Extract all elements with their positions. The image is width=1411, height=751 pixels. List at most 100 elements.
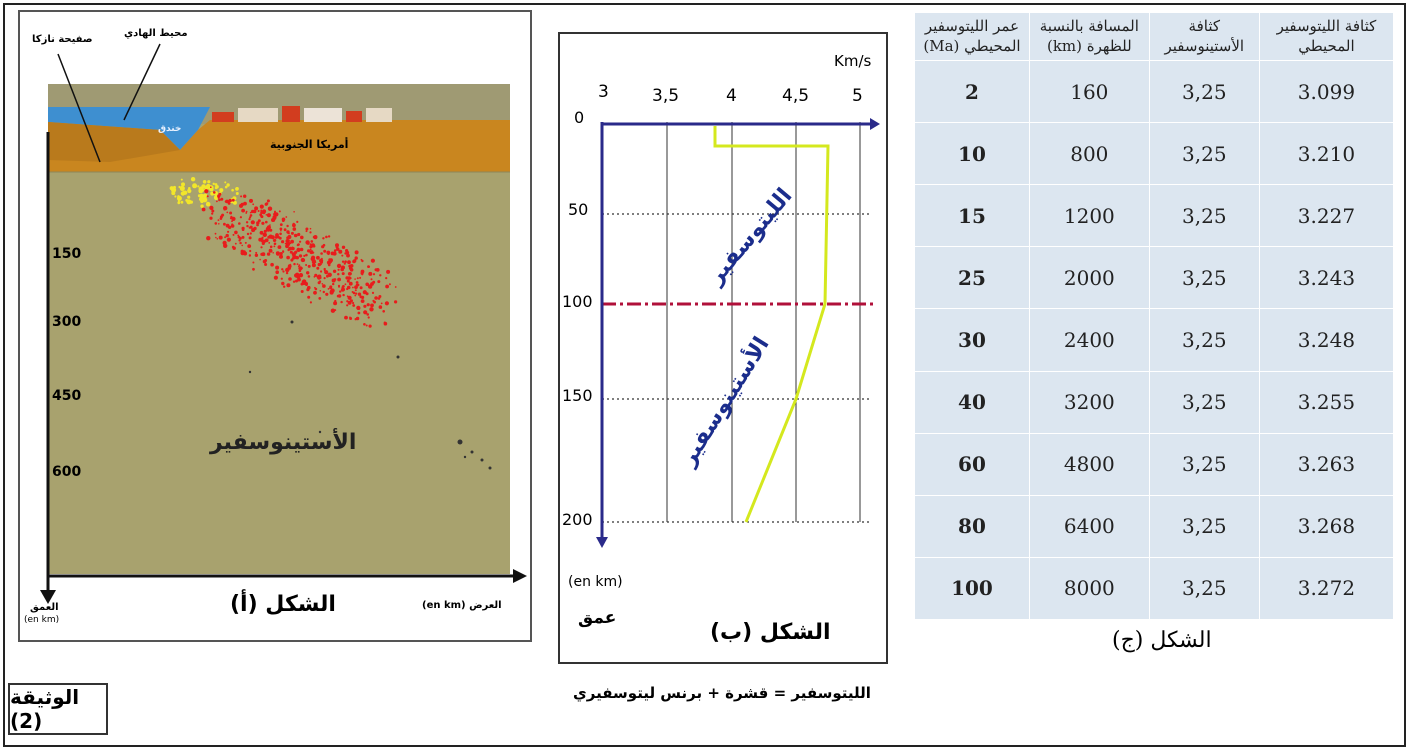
earthquake-focus-deep bbox=[274, 236, 278, 239]
earthquake-focus-deep bbox=[321, 257, 323, 260]
earthquake-focus-deep bbox=[244, 241, 247, 244]
table-header-row: عمر الليتوسفير المحيطي (Ma) المسافة بالن… bbox=[914, 12, 1395, 61]
earthquake-focus-deep bbox=[379, 274, 382, 277]
earthquake-focus-deep bbox=[370, 303, 374, 308]
earthquake-focus-deep bbox=[281, 217, 286, 222]
earthquake-focus-deep bbox=[253, 226, 257, 231]
earthquake-focus-deep bbox=[254, 253, 259, 257]
deep-earthquake-foci bbox=[201, 186, 398, 328]
earthquake-focus-deep bbox=[283, 228, 287, 232]
earthquake-focus-deep bbox=[261, 221, 265, 225]
earthquake-focus-deep bbox=[266, 228, 270, 232]
velocity-tick-4: 4 bbox=[726, 86, 737, 106]
earthquake-focus-deep bbox=[243, 251, 248, 256]
earthquake-focus-deep bbox=[247, 244, 252, 249]
earthquake-focus-deep bbox=[342, 293, 345, 297]
cell-asthenosphere-density: 3,25 bbox=[1148, 59, 1260, 124]
earthquake-focus-deep bbox=[218, 235, 223, 240]
cell-asthenosphere-density: 3,25 bbox=[1148, 184, 1260, 248]
earthquake-focus-deep bbox=[245, 212, 248, 214]
earthquake-focus-deep bbox=[214, 222, 218, 225]
cell-asthenosphere-density: 3,25 bbox=[1148, 308, 1260, 372]
earthquake-focus-deep bbox=[351, 267, 353, 270]
earthquake-focus-deep bbox=[333, 249, 337, 252]
earthquake-focus-deep bbox=[252, 267, 255, 271]
earthquake-focus-deep bbox=[309, 231, 312, 234]
earthquake-focus-deep bbox=[378, 305, 383, 309]
earthquake-focus-deep bbox=[277, 245, 282, 250]
header-distance: المسافة بالنسبة للظهرة (km) bbox=[1028, 12, 1150, 61]
earthquake-focus-deep bbox=[270, 235, 275, 240]
earthquake-focus-deep bbox=[301, 280, 306, 286]
figure-b-velocity-profile: Km/s 3 3,5 4 4,5 5 0 50 100 150 200 اللي… bbox=[558, 32, 888, 664]
earthquake-focus-shallow bbox=[202, 197, 208, 203]
earthquake-focus-deep bbox=[231, 198, 235, 202]
earthquake-focus-deep bbox=[269, 228, 273, 232]
earthquake-focus-deep bbox=[346, 279, 350, 283]
earthquake-focus-shallow bbox=[224, 181, 227, 184]
earthquake-focus-deep bbox=[260, 209, 263, 212]
earthquake-focus-deep bbox=[273, 275, 278, 280]
earthquake-focus-deep bbox=[360, 299, 365, 303]
earthquake-focus-deep bbox=[279, 232, 282, 236]
earthquake-focus-deep bbox=[363, 304, 367, 308]
cell-age: 100 bbox=[914, 556, 1030, 621]
earthquake-focus-deep bbox=[300, 235, 304, 240]
cell-asthenosphere-density: 3,25 bbox=[1148, 246, 1260, 310]
earthquake-focus-deep bbox=[221, 213, 225, 217]
earthquake-focus-deep bbox=[288, 234, 291, 237]
earthquake-focus-deep bbox=[323, 249, 327, 253]
earthquake-focus-deep bbox=[354, 318, 357, 321]
cell-age: 15 bbox=[914, 184, 1030, 248]
earthquake-focus-deep bbox=[322, 290, 325, 294]
earthquake-focus-deep bbox=[354, 256, 358, 260]
cell-asthenosphere-density: 3,25 bbox=[1148, 494, 1260, 558]
earthquake-focus-deep bbox=[266, 252, 271, 256]
earthquake-focus-deep bbox=[323, 277, 326, 280]
cell-age: 30 bbox=[914, 308, 1030, 372]
earthquake-focus-deep bbox=[227, 202, 231, 205]
earthquake-focus-deep bbox=[295, 274, 301, 279]
earthquake-focus-deep bbox=[285, 271, 289, 275]
earthquake-focus-deep bbox=[263, 233, 266, 236]
earthquake-focus-deep bbox=[206, 195, 209, 198]
earthquake-focus-deep bbox=[218, 192, 222, 196]
earthquake-focus-deep bbox=[306, 242, 310, 245]
earthquake-focus-shallow bbox=[176, 195, 182, 201]
earthquake-focus-deep bbox=[313, 275, 316, 278]
earthquake-focus-deep bbox=[322, 284, 326, 288]
earthquake-focus-deep bbox=[373, 300, 376, 304]
earthquake-focus-deep bbox=[325, 292, 329, 296]
earthquake-focus-deep bbox=[297, 232, 301, 237]
earthquake-focus-deep bbox=[326, 274, 329, 278]
velocity-tick-3.5: 3,5 bbox=[652, 86, 680, 106]
earthquake-focus-deep bbox=[332, 251, 337, 256]
earthquake-focus-deep bbox=[305, 253, 308, 257]
earthquake-focus-deep bbox=[288, 277, 292, 281]
earthquake-focus-shallow bbox=[180, 191, 186, 196]
earthquake-focus-deep bbox=[292, 280, 296, 283]
earthquake-focus-shallow bbox=[200, 204, 204, 208]
earthquake-focus-deep bbox=[333, 278, 337, 281]
earthquake-focus-deep bbox=[218, 223, 220, 225]
depth-axis-unit: (en km) bbox=[24, 615, 60, 625]
earthquake-focus-deep bbox=[338, 249, 343, 254]
earthquake-focus-deep bbox=[341, 265, 345, 270]
earthquake-focus-deep bbox=[359, 286, 363, 290]
earthquake-focus-deep bbox=[286, 224, 289, 228]
earthquake-focus-deep bbox=[211, 209, 215, 213]
earthquake-focus-deep bbox=[321, 283, 324, 285]
earthquake-focus-deep bbox=[225, 199, 229, 204]
earthquake-focus-deep bbox=[241, 244, 243, 247]
earthquake-focus-deep bbox=[285, 216, 288, 218]
earthquake-focus-deep bbox=[348, 264, 352, 268]
earthquake-focus-shallow bbox=[190, 177, 196, 182]
earthquake-focus-deep bbox=[224, 236, 227, 239]
earthquake-focus-shallow bbox=[180, 178, 183, 181]
earthquake-focus-deep bbox=[279, 227, 283, 231]
earthquake-focus-deep bbox=[317, 275, 321, 280]
earthquake-focus-deep bbox=[249, 216, 252, 219]
earthquake-focus-deep bbox=[209, 205, 214, 210]
earthquake-focus-deep bbox=[231, 216, 236, 221]
cell-distance: 800 bbox=[1028, 122, 1150, 186]
